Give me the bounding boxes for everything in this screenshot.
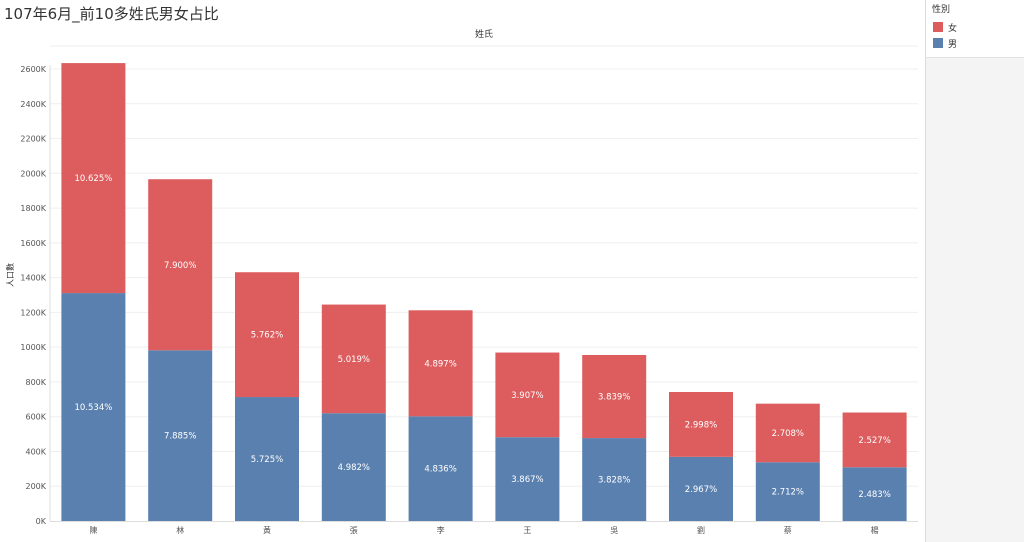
y-tick-label: 2200K (20, 135, 46, 144)
bar-male[interactable] (669, 456, 733, 521)
legend-panel: 性別 女 男 (925, 0, 1024, 542)
data-label-male: 3.828% (598, 476, 630, 486)
bar-male[interactable] (235, 397, 299, 521)
x-tick-label: 蔡 (784, 525, 792, 535)
data-label-male: 2.967% (685, 485, 717, 495)
data-label-male: 10.534% (74, 403, 112, 413)
bar-male[interactable] (755, 462, 820, 521)
legend-swatch-female (933, 22, 943, 32)
bar-female[interactable] (755, 403, 820, 463)
x-tick-label: 林 (176, 525, 184, 535)
x-tick-label: 劉 (697, 526, 705, 535)
y-tick-label: 0K (36, 517, 47, 526)
data-label-male: 5.725% (251, 455, 283, 465)
chart-title: 107年6月_前10多姓氏男女占比 (4, 5, 219, 23)
y-tick-label: 1200K (20, 308, 46, 317)
legend-label-male: 男 (948, 39, 958, 50)
data-label-female: 3.907% (511, 391, 543, 401)
bar-male[interactable] (582, 438, 647, 521)
bar-female[interactable] (148, 179, 213, 351)
y-tick-label: 400K (25, 447, 46, 456)
y-tick-label: 2400K (20, 100, 46, 109)
bar-female[interactable] (61, 63, 126, 294)
data-label-female: 2.708% (772, 429, 804, 439)
data-label-male: 7.885% (164, 432, 196, 442)
data-label-female: 2.998% (685, 420, 717, 430)
legend-item-female[interactable]: 女 (926, 19, 1024, 35)
bar-female[interactable] (582, 354, 647, 439)
x-tick-label: 王 (523, 526, 531, 535)
data-label-female: 2.527% (858, 436, 890, 446)
y-tick-label: 1400K (20, 274, 46, 283)
y-tick-label: 200K (25, 482, 46, 491)
y-axis-title: 人口數 (5, 263, 15, 287)
data-label-female: 7.900% (164, 261, 196, 271)
bar-male[interactable] (61, 293, 126, 521)
x-axis-header: 姓氏 (475, 28, 493, 40)
x-tick-label: 吳 (610, 526, 618, 535)
y-tick-label: 2000K (20, 169, 46, 178)
y-tick-label: 1600K (20, 239, 46, 248)
bar-male[interactable] (148, 350, 213, 521)
data-label-female: 3.839% (598, 393, 630, 403)
bar-male[interactable] (495, 437, 560, 521)
data-label-male: 2.483% (858, 490, 890, 500)
x-tick-label: 陳 (89, 526, 97, 535)
bar-female[interactable] (321, 304, 386, 414)
y-tick-label: 800K (25, 378, 46, 387)
legend-swatch-male (933, 38, 943, 48)
x-tick-label: 黃 (263, 525, 271, 535)
x-tick-label: 李 (437, 525, 445, 535)
legend-title: 性別 (932, 5, 951, 15)
data-label-female: 4.897% (424, 359, 456, 369)
y-tick-label: 1800K (20, 204, 46, 213)
legend-item-male[interactable]: 男 (926, 35, 1024, 51)
bar-male[interactable] (842, 467, 907, 521)
bar-female[interactable] (408, 310, 473, 417)
bar-female[interactable] (235, 272, 299, 398)
x-tick-label: 楊 (871, 525, 879, 535)
x-tick-label: 張 (350, 526, 358, 535)
bar-male[interactable] (408, 416, 473, 521)
y-tick-label: 1000K (20, 343, 46, 352)
data-label-male: 4.836% (424, 465, 456, 475)
data-label-male: 4.982% (338, 463, 370, 473)
bar-male[interactable] (321, 413, 386, 521)
data-label-male: 3.867% (511, 475, 543, 485)
y-tick-label: 600K (25, 413, 46, 422)
legend-label-female: 女 (948, 23, 958, 34)
data-label-female: 5.762% (251, 331, 283, 341)
data-label-male: 2.712% (772, 488, 804, 498)
data-label-female: 10.625% (74, 174, 112, 184)
bar-female[interactable] (495, 352, 560, 438)
bar-female[interactable] (669, 392, 733, 457)
legend-box: 性別 女 男 (926, 0, 1024, 58)
bar-female[interactable] (842, 412, 907, 468)
y-tick-label: 2600K (20, 65, 46, 74)
data-label-female: 5.019% (338, 355, 370, 365)
